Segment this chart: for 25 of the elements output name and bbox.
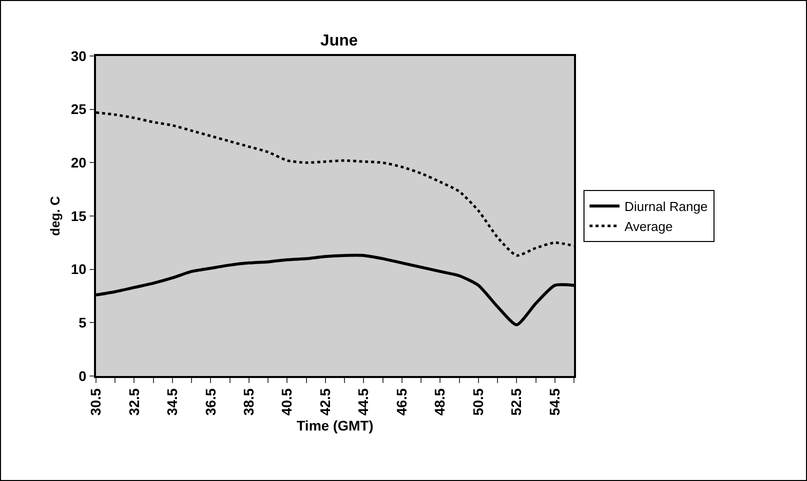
y-tick-label: 10 (70, 261, 87, 278)
x-tick-label: 44.5 (355, 388, 372, 416)
x-tick-label: 46.5 (393, 388, 410, 416)
y-tick-label: 25 (70, 101, 87, 118)
x-tick-label: 48.5 (432, 388, 448, 416)
x-tick-label: 38.5 (240, 388, 257, 416)
x-tick-label: 52.5 (508, 388, 524, 416)
x-tick-label: 42.5 (316, 388, 333, 416)
y-axis-title: deg. C (47, 196, 62, 236)
x-tick-label: 50.5 (470, 388, 486, 416)
x-axis-title: Time (GMT) (296, 417, 374, 434)
x-tick-label: 36.5 (202, 388, 218, 416)
legend-label: Average (624, 218, 673, 234)
y-tick-label: 20 (70, 154, 87, 171)
x-tick-label: 30.5 (88, 388, 104, 416)
chart-title: June (320, 32, 358, 50)
y-tick-label: 30 (70, 48, 87, 64)
legend-label: Diurnal Range (624, 199, 708, 214)
y-tick-label: 15 (70, 208, 87, 224)
x-tick-label: 40.5 (278, 388, 295, 416)
x-tick-label: 34.5 (164, 388, 180, 416)
x-tick-label: 54.5 (546, 388, 562, 416)
x-tick-label: 32.5 (126, 388, 142, 416)
y-tick-label: 5 (78, 314, 87, 331)
y-tick-label: 0 (78, 368, 87, 384)
